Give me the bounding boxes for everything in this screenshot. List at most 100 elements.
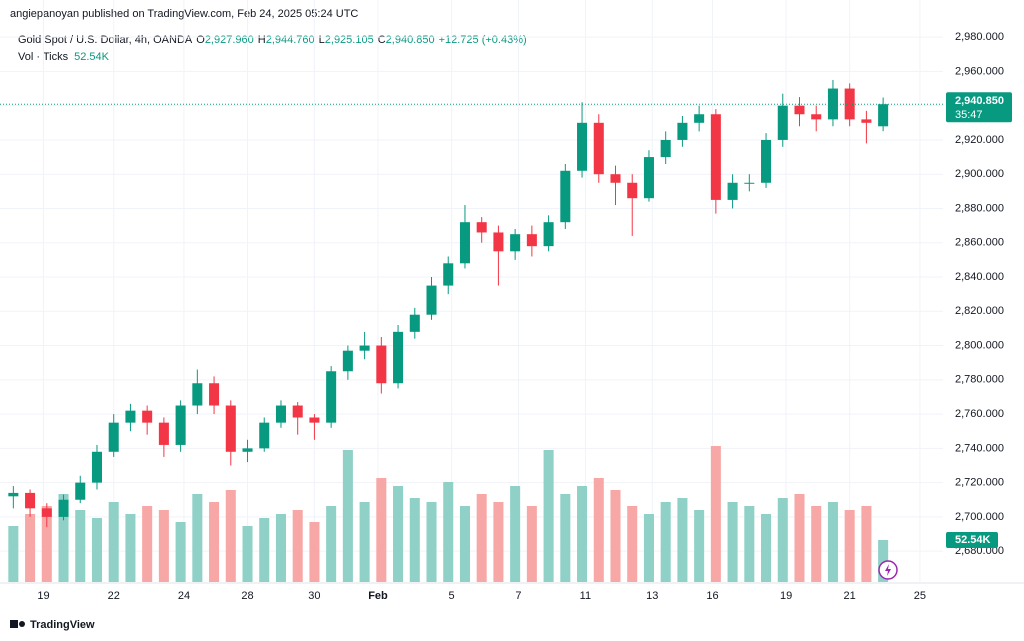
volume-bar: [560, 494, 571, 582]
volume-bar: [225, 490, 236, 582]
volume-bar: [309, 522, 320, 582]
volume-bar: [660, 502, 671, 582]
candle-body: [58, 499, 69, 517]
y-tick-label: 2,720.000: [955, 477, 1004, 489]
candle-body: [25, 492, 36, 509]
candle-body: [560, 170, 571, 223]
y-tick-label: 2,980.000: [955, 31, 1004, 43]
candle-body: [493, 232, 504, 252]
x-tick-label: 25: [914, 590, 926, 602]
y-tick-label: 2,680.000: [955, 545, 1004, 557]
volume-bar: [593, 478, 604, 582]
volume-bar: [359, 502, 370, 582]
candle-body: [827, 88, 838, 120]
volume-bar: [58, 494, 69, 582]
volume-bar: [259, 518, 270, 582]
candle-body: [643, 157, 654, 199]
volume-bar: [627, 506, 638, 582]
volume-bar: [175, 522, 186, 582]
x-tick-label: 22: [108, 590, 120, 602]
y-tick-label: 2,820.000: [955, 305, 1004, 317]
volume-bar: [459, 506, 470, 582]
candle-body: [75, 482, 86, 500]
volume-bar: [794, 494, 805, 582]
volume-badge-label: 52.54K: [955, 534, 991, 546]
y-tick-label: 2,880.000: [955, 202, 1004, 214]
volume-bar: [409, 498, 420, 582]
volume-bar: [8, 526, 19, 582]
price-badge: [946, 92, 1012, 123]
legend-line: Gold Spot / U.S. Dollar, 4h, OANDA O2,927…: [18, 34, 527, 46]
ohlc-value: 2,940.850: [386, 34, 435, 46]
volume-legend: Vol · Ticks 52.54K: [18, 51, 110, 63]
volume-bar: [878, 539, 889, 582]
lightning-icon[interactable]: [878, 560, 898, 580]
volume-bar: [443, 482, 454, 582]
ohlc-value: 2,925.105: [325, 34, 374, 46]
ohlc-value: 2,927.960: [205, 34, 254, 46]
candle-body: [158, 422, 169, 445]
volume-bar: [610, 490, 621, 582]
footer-text: TradingView: [30, 619, 95, 631]
candle-body: [376, 345, 387, 384]
candle-body: [359, 345, 370, 351]
y-tick-label: 2,780.000: [955, 374, 1004, 386]
candle-body: [125, 410, 136, 423]
candle-body: [878, 104, 889, 127]
ohlc-key: H: [258, 34, 266, 46]
symbol-title: Gold Spot / U.S. Dollar, 4h, OANDA: [18, 34, 193, 46]
candle-body: [510, 234, 521, 252]
candle-body: [326, 371, 337, 423]
volume-bar: [744, 506, 755, 582]
volume: [8, 446, 889, 582]
volume-bar: [41, 506, 52, 582]
candle-body: [209, 383, 220, 406]
volume-bar: [677, 498, 688, 582]
countdown: 35:47: [955, 109, 983, 121]
volume-bar: [811, 506, 822, 582]
candle-body: [660, 139, 671, 158]
candle-body: [593, 122, 604, 175]
volume-bar: [777, 498, 788, 582]
y-tick-label: 2,920.000: [955, 134, 1004, 146]
candle-body: [526, 234, 537, 247]
candle-body: [811, 114, 822, 120]
volume-bar: [643, 514, 654, 582]
y-tick-label: 2,800.000: [955, 339, 1004, 351]
volume-bar: [192, 494, 203, 582]
logo-mark: [19, 621, 25, 627]
volume-bar: [393, 486, 404, 582]
volume-bar: [108, 502, 119, 582]
volume-bar: [577, 486, 588, 582]
volume-bar: [292, 510, 303, 582]
candle-body: [142, 410, 153, 423]
volume-bar: [25, 514, 36, 582]
price-badge-label: 2,940.850: [955, 95, 1004, 107]
candle-body: [91, 451, 102, 483]
volume-bar: [75, 510, 86, 582]
ohlc-key: C: [378, 34, 386, 46]
candle-body: [577, 122, 588, 171]
candle-body: [225, 405, 236, 452]
candles: [8, 79, 889, 528]
volume-bar: [526, 506, 537, 582]
x-tick-label: 5: [449, 590, 455, 602]
y-tick-label: 2,760.000: [955, 408, 1004, 420]
ohlc-value: 2,944.760: [266, 34, 315, 46]
candle-body: [610, 174, 621, 183]
ohlc-key: O: [196, 34, 205, 46]
y-tick-label: 2,840.000: [955, 271, 1004, 283]
volume-bar: [694, 510, 705, 582]
volume-bar: [844, 510, 855, 582]
candle-body: [543, 222, 554, 247]
candle-body: [175, 405, 186, 445]
candle-body: [409, 314, 420, 332]
volume-bar: [275, 514, 286, 582]
x-tick-label: 28: [241, 590, 253, 602]
candle-body: [342, 350, 353, 372]
x-tick-label: 24: [178, 590, 190, 602]
icon-bolt[interactable]: [885, 564, 891, 576]
candle-body: [761, 139, 772, 183]
volume-bar: [242, 526, 253, 582]
